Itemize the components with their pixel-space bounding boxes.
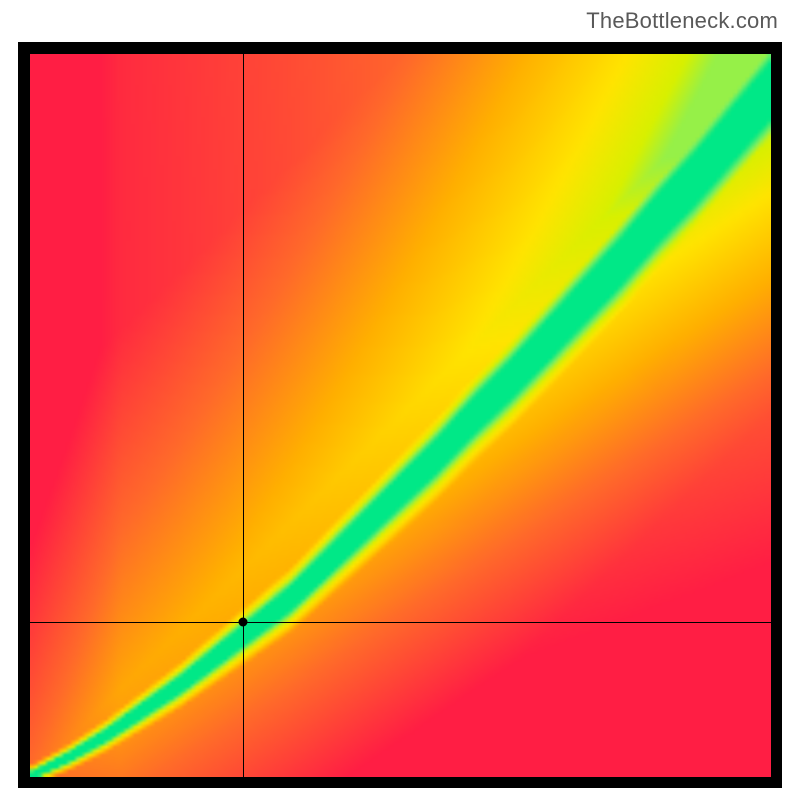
heatmap-canvas — [30, 54, 771, 777]
watermark-text: TheBottleneck.com — [586, 8, 778, 34]
marker-dot — [239, 617, 248, 626]
heatmap-plot — [30, 54, 771, 777]
crosshair-vertical — [243, 54, 244, 777]
crosshair-horizontal — [30, 622, 771, 623]
